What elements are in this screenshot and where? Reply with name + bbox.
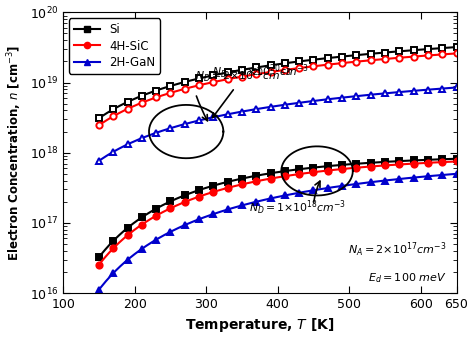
Text: $N_D=1{\times}10^{18}$cm$^{-3}$: $N_D=1{\times}10^{18}$cm$^{-3}$ [249, 199, 346, 217]
Text: $N_D=2{\times}10^{20}$cm$^{-3}$: $N_D=2{\times}10^{20}$cm$^{-3}$ [195, 66, 292, 118]
Text: $E_d=100$ meV: $E_d=100$ meV [368, 271, 447, 285]
Text: $N_D=2{\times}10^{20}$cm$^{-3}$: $N_D=2{\times}10^{20}$cm$^{-3}$ [212, 63, 309, 81]
Y-axis label: Electron Concentration, $n$ [cm$^{-3}$]: Electron Concentration, $n$ [cm$^{-3}$] [6, 45, 24, 261]
Text: $N_A=2{\times}10^{17}$cm$^{-3}$: $N_A=2{\times}10^{17}$cm$^{-3}$ [348, 241, 447, 259]
X-axis label: Temperature, $T$ [K]: Temperature, $T$ [K] [185, 317, 335, 335]
Legend: Si, 4H-SiC, 2H-GaN: Si, 4H-SiC, 2H-GaN [69, 18, 160, 74]
